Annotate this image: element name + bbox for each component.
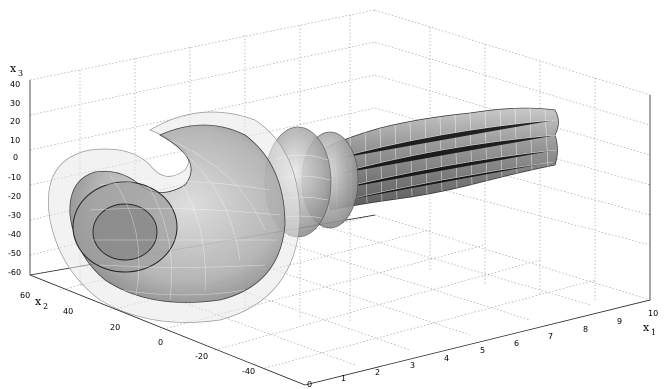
x2-axis-label-sub: 2 [43,302,48,311]
x3-tick: -50 [8,249,21,258]
x1-axis: 0 1 2 3 4 5 6 7 8 9 10 x 1 [307,309,658,389]
x1-tick: 6 [514,339,519,348]
x2-tick: 60 [20,291,30,300]
x2-tick: 20 [110,323,120,332]
x2-tick: 40 [63,307,73,316]
x1-axis-label: x [643,321,650,334]
x2-tick: -20 [195,352,208,361]
x2-tick: 0 [158,338,163,347]
x2-axis: 60 40 20 0 -20 -40 x 2 [20,291,255,376]
x3-tick: -30 [8,211,21,220]
x1-tick: 3 [410,361,415,370]
x2-tick: -40 [242,367,255,376]
x3-tick: 40 [10,80,20,89]
x3-axis-label: x [10,62,17,75]
x1-tick: 7 [548,332,553,341]
x3-tick: -40 [8,230,21,239]
x3-tick: 0 [13,153,18,162]
x1-tick: 0 [307,380,312,389]
x1-tick: 2 [375,368,380,377]
x1-tick: 10 [648,309,658,318]
x1-tick: 5 [480,346,485,355]
x3-tick: -10 [8,173,21,182]
x3-axis: 40 30 20 10 0 -10 -20 -30 -40 -50 -60 x … [8,62,23,277]
x3-axis-label-sub: 3 [18,69,23,78]
x2-axis-label: x [35,295,42,308]
x3-tick: 20 [10,117,20,126]
x3-tick: -20 [8,192,21,201]
tube-surface [319,107,559,211]
x1-tick: 9 [617,317,622,326]
x1-axis-label-sub: 1 [651,328,656,337]
x1-tick: 4 [444,354,449,363]
x3-tick: -60 [8,268,21,277]
x3-tick: 30 [10,99,20,108]
x3-tick: 10 [10,136,20,145]
coil-surface [47,111,301,323]
x1-tick: 8 [583,325,588,334]
x1-tick: 1 [341,374,346,383]
